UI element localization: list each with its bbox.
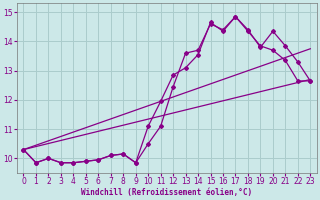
X-axis label: Windchill (Refroidissement éolien,°C): Windchill (Refroidissement éolien,°C)	[81, 188, 252, 197]
